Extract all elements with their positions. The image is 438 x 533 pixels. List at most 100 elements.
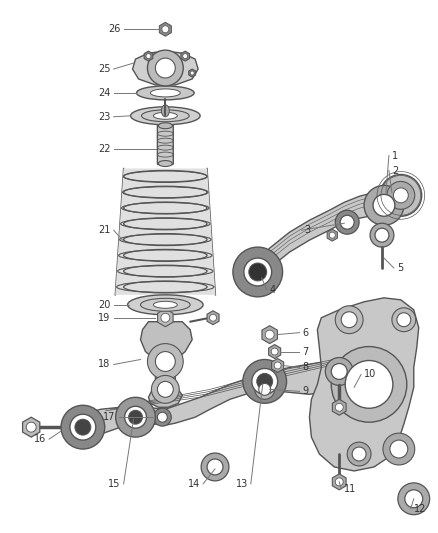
Circle shape (345, 360, 393, 408)
Circle shape (207, 459, 223, 475)
Polygon shape (144, 51, 153, 61)
Ellipse shape (150, 89, 180, 97)
Text: 19: 19 (99, 313, 111, 323)
Ellipse shape (153, 112, 177, 119)
Circle shape (405, 490, 423, 508)
Circle shape (252, 368, 278, 394)
Ellipse shape (153, 301, 177, 308)
Polygon shape (189, 69, 196, 77)
Circle shape (26, 422, 36, 432)
Polygon shape (83, 360, 349, 439)
Polygon shape (115, 168, 215, 295)
Text: 21: 21 (98, 225, 111, 235)
Circle shape (265, 330, 274, 339)
Circle shape (244, 258, 272, 286)
Polygon shape (159, 22, 171, 36)
Ellipse shape (387, 181, 415, 209)
Circle shape (75, 419, 91, 435)
Text: 16: 16 (34, 434, 46, 444)
Circle shape (335, 306, 363, 334)
Text: 25: 25 (98, 64, 111, 74)
Text: 10: 10 (364, 369, 376, 379)
Circle shape (162, 26, 169, 33)
Polygon shape (262, 326, 277, 344)
Ellipse shape (131, 107, 200, 125)
Circle shape (70, 414, 96, 440)
Circle shape (335, 478, 343, 486)
Circle shape (255, 379, 275, 399)
Circle shape (341, 312, 357, 328)
Ellipse shape (161, 105, 170, 117)
Circle shape (116, 397, 155, 437)
Text: 15: 15 (108, 479, 120, 489)
Ellipse shape (127, 295, 203, 315)
Ellipse shape (159, 160, 172, 166)
Ellipse shape (159, 123, 172, 129)
Text: 3: 3 (304, 225, 311, 235)
Text: 20: 20 (98, 300, 111, 310)
Text: 14: 14 (188, 479, 200, 489)
FancyBboxPatch shape (157, 125, 173, 165)
Text: 22: 22 (98, 143, 111, 154)
Circle shape (364, 185, 404, 225)
Text: 5: 5 (397, 263, 403, 273)
Circle shape (183, 54, 188, 59)
Text: 17: 17 (103, 412, 116, 422)
Circle shape (392, 308, 416, 332)
Text: 8: 8 (303, 362, 309, 373)
Polygon shape (207, 311, 219, 325)
Circle shape (383, 433, 415, 465)
Circle shape (329, 232, 335, 238)
Circle shape (124, 406, 146, 428)
Polygon shape (327, 229, 337, 241)
Polygon shape (141, 322, 192, 407)
Text: 4: 4 (270, 285, 276, 295)
Circle shape (243, 360, 286, 403)
Polygon shape (133, 51, 198, 85)
Text: 13: 13 (236, 479, 248, 489)
Circle shape (373, 195, 395, 216)
Text: 2: 2 (392, 166, 398, 175)
Circle shape (148, 344, 183, 379)
Text: 1: 1 (392, 151, 398, 160)
Circle shape (398, 483, 430, 515)
Polygon shape (309, 298, 419, 471)
Circle shape (274, 362, 281, 369)
Circle shape (190, 71, 194, 75)
Circle shape (161, 313, 170, 322)
Circle shape (259, 383, 271, 395)
Polygon shape (332, 399, 346, 415)
Text: 7: 7 (303, 346, 309, 357)
Circle shape (331, 364, 347, 379)
Circle shape (146, 54, 151, 59)
Circle shape (370, 223, 394, 247)
Polygon shape (181, 51, 190, 61)
Circle shape (155, 58, 175, 78)
Circle shape (209, 314, 216, 321)
Circle shape (397, 313, 411, 327)
Circle shape (390, 440, 408, 458)
Polygon shape (23, 417, 40, 437)
Circle shape (331, 346, 407, 422)
Polygon shape (332, 474, 346, 490)
Circle shape (325, 358, 353, 385)
Circle shape (61, 405, 105, 449)
Ellipse shape (141, 110, 189, 122)
Circle shape (249, 263, 267, 281)
Circle shape (335, 403, 343, 411)
Circle shape (257, 374, 273, 389)
Circle shape (152, 375, 179, 403)
Text: 11: 11 (344, 484, 357, 494)
Text: 6: 6 (303, 328, 309, 337)
Circle shape (157, 382, 173, 397)
Circle shape (155, 352, 175, 372)
Polygon shape (258, 192, 384, 282)
Circle shape (347, 442, 371, 466)
Text: 18: 18 (99, 359, 111, 369)
Circle shape (375, 228, 389, 242)
Circle shape (148, 50, 183, 86)
Ellipse shape (380, 174, 422, 216)
Circle shape (233, 247, 283, 297)
Circle shape (157, 412, 167, 422)
Text: 9: 9 (303, 386, 309, 397)
